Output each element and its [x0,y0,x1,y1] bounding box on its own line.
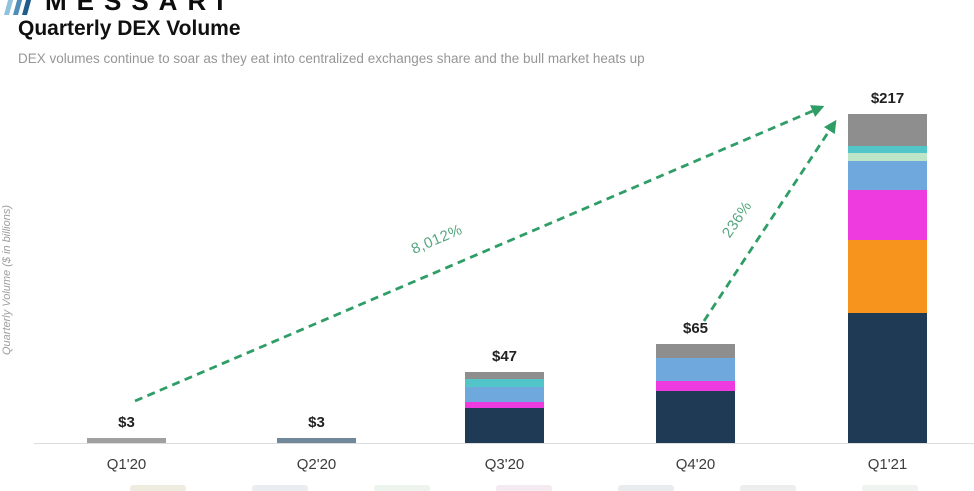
bar-segment-gray [656,344,735,359]
legend-item-cutoff [252,485,308,491]
bar-segment-magenta [465,402,544,409]
bar-segment-navy [848,312,927,443]
legend-item-cutoff [618,485,674,491]
growth-label-8012: 8,012% [408,221,466,258]
legend-item-cutoff [862,485,918,491]
bar-value-label: $65 [682,320,709,338]
bar-segment-orange [848,239,927,313]
legend-item-cutoff [740,485,796,491]
bar-q1-20 [87,438,166,443]
bar-segment-blue [848,161,927,190]
growth-arrow-236 [702,119,837,322]
bar-segment-blue [656,358,735,381]
x-axis-tick-label: Q1'20 [106,456,147,473]
page-subtitle: DEX volumes continue to soar as they eat… [18,51,645,66]
bar-segment-gray [465,371,544,380]
bar-segment-magenta [656,380,735,392]
page-title: Quarterly DEX Volume [18,17,241,40]
bar-segment-blue [465,386,544,403]
bar-q1-21 [848,114,927,443]
growth-label-236: 236% [718,198,756,241]
legend-item-cutoff [374,485,430,491]
x-axis-line [34,443,974,444]
y-axis-label: Quarterly Volume ($ in billions) [1,205,13,355]
bar-q2-20 [277,438,356,443]
bar-segment-teal [848,145,927,154]
bar-segment-mint [848,153,927,162]
x-axis-tick-label: Q4'20 [675,456,716,473]
legend-strip-cutoff [0,485,974,491]
bar-segment-navy [465,408,544,443]
bar-q3-20 [465,371,544,443]
bar-value-label: $47 [491,347,518,365]
bar-value-label: $217 [870,90,905,107]
bar-value-label: $3 [308,414,325,432]
bar-segment-teal [465,379,544,387]
messari-logo: MESSARI [2,0,233,17]
bar-segment-magenta [848,189,927,240]
x-axis-tick-label: Q2'20 [296,456,337,473]
x-axis-tick-label: Q1'21 [867,456,908,473]
bar-segment-slate [277,438,356,443]
bar-value-label: $3 [118,414,135,432]
messari-logo-text: MESSARI [45,0,234,16]
bar-segment-lightgray [87,438,166,443]
bar-segment-navy [656,391,735,443]
bar-segment-gray [848,114,927,146]
legend-item-cutoff [496,485,552,491]
bar-q4-20 [656,344,735,443]
x-axis-tick-label: Q3'20 [484,456,525,473]
legend-item-cutoff [130,485,186,491]
messari-logo-icon [4,0,32,15]
